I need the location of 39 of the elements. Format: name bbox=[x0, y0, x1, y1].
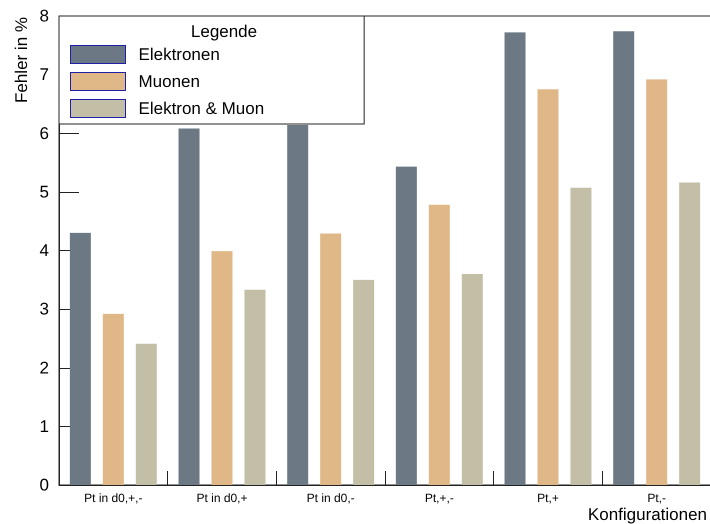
bar bbox=[320, 234, 342, 485]
bar bbox=[353, 280, 374, 485]
bar bbox=[102, 314, 124, 485]
x-tick-label: Pt in d0,+ bbox=[196, 491, 248, 505]
x-tick-label: Pt in d0,+,- bbox=[84, 491, 143, 505]
y-tick-label: 6 bbox=[40, 124, 49, 143]
y-tick-label: 3 bbox=[40, 300, 49, 319]
legend-label: Muonen bbox=[138, 72, 200, 91]
bar bbox=[428, 204, 450, 485]
legend-label: Elektron & Muon bbox=[138, 99, 264, 118]
bar bbox=[178, 128, 200, 485]
bar bbox=[396, 166, 417, 485]
x-tick-label: Pt,+,- bbox=[424, 491, 454, 505]
y-tick-label: 7 bbox=[40, 65, 49, 84]
y-tick-label: 0 bbox=[40, 476, 49, 494]
legend-label: Elektronen bbox=[138, 45, 220, 64]
bar bbox=[646, 79, 668, 485]
bar bbox=[462, 274, 483, 485]
legend-title: Legende bbox=[190, 22, 258, 41]
y-tick-label: 2 bbox=[40, 358, 49, 378]
bar bbox=[613, 31, 634, 485]
bar bbox=[538, 89, 558, 485]
bar bbox=[70, 232, 91, 485]
y-tick-label: 1 bbox=[40, 416, 49, 436]
y-axis-title: Fehler in % bbox=[12, 17, 31, 103]
bar bbox=[504, 32, 526, 485]
x-tick-label: Pt,- bbox=[647, 491, 666, 505]
x-axis-title: Konfigurationen bbox=[588, 505, 707, 524]
y-tick-label: 5 bbox=[40, 182, 49, 202]
y-tick-label: 8 bbox=[40, 6, 49, 26]
bar bbox=[244, 290, 266, 485]
bar bbox=[570, 188, 592, 485]
bar bbox=[136, 344, 157, 485]
x-tick-label: Pt,+ bbox=[537, 491, 559, 505]
bar bbox=[287, 125, 308, 485]
x-tick-label: Pt in d0,- bbox=[306, 491, 355, 505]
y-tick-label: 4 bbox=[40, 241, 49, 260]
bar bbox=[679, 182, 700, 485]
bar bbox=[212, 251, 232, 485]
